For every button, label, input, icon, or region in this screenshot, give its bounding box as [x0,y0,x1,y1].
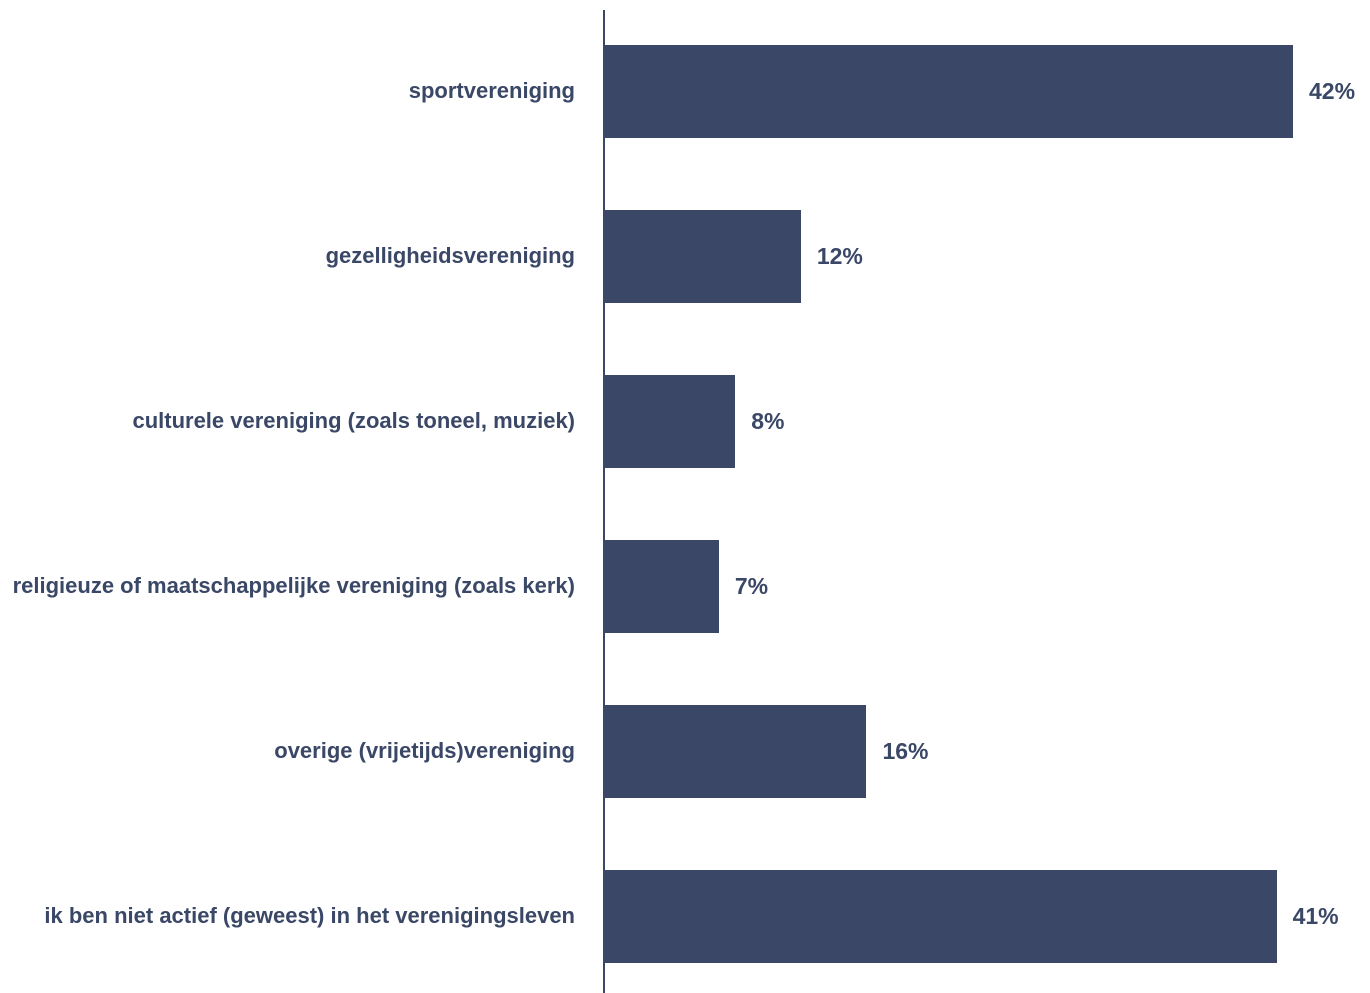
value-label: 8% [751,408,785,434]
value-label: 42% [1309,78,1356,104]
category-label: culturele vereniging (zoals toneel, muzi… [132,408,575,433]
value-label: 16% [882,738,929,764]
bar [604,374,736,468]
category-label: religieuze of maatschappelijke verenigin… [12,573,575,598]
value-label: 12% [816,243,863,269]
value-label: 7% [734,573,769,599]
bar [604,869,1277,963]
category-label: gezelligheidsvereniging [325,243,575,268]
value-label: 41% [1292,903,1339,929]
category-label: sportvereniging [408,78,575,103]
category-axis [603,10,605,993]
bar [604,209,801,303]
bar [604,44,1293,138]
category-label: overige (vrijetijds)vereniging [274,738,575,763]
bar [604,704,867,798]
bar [604,539,719,633]
category-label: ik ben niet actief (geweest) in het vere… [44,903,575,928]
